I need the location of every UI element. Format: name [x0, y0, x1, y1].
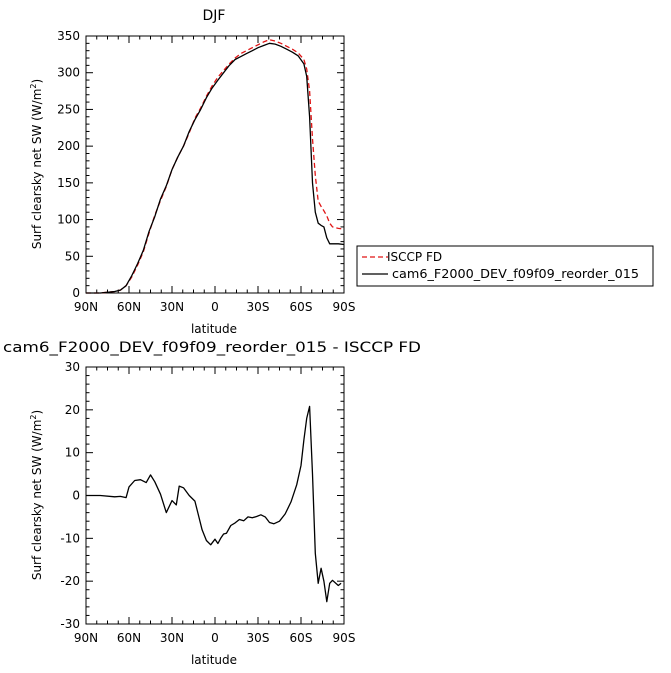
bottom-x-tick-label: 90S [333, 631, 356, 645]
top-series-line-0 [86, 39, 345, 294]
legend-box [356, 245, 654, 287]
top-x-tick-label: 60S [290, 300, 313, 314]
top-y-tick-label: 50 [65, 249, 80, 263]
bottom-x-axis-ticks: 90N 60N 30N 0 30S 60S 90S [74, 367, 356, 645]
top-x-tick-label: 60N [117, 300, 141, 314]
bottom-y-axis-label: Surf clearsky net SW (W/m2) [29, 410, 44, 580]
top-y-tick-label: 350 [57, 29, 80, 43]
bottom-y-axis-label-sup: 2 [29, 415, 38, 420]
bottom-y-tick-label: 0 [72, 489, 80, 503]
bottom-y-tick-label: 20 [65, 403, 80, 417]
legend-label-isccp: ISCCP FD [387, 250, 442, 264]
bottom-x-axis-label: latitude [191, 653, 237, 667]
top-x-tick-label: 90S [333, 300, 356, 314]
legend-label-cam6: cam6_F2000_DEV_f09f09_reorder_015 [392, 267, 639, 281]
top-y-axis-label-sup: 2 [29, 84, 38, 89]
bottom-panel: cam6_F2000_DEV_f09f09_reorder_015 - ISCC… [3, 340, 421, 667]
bottom-x-tick-label: 60N [117, 631, 141, 645]
top-y-tick-label: 300 [57, 66, 80, 80]
top-y-axis-label: Surf clearsky net SW (W/m2) [29, 79, 44, 249]
top-y-axis-label-end: ) [30, 79, 44, 84]
bottom-x-tick-label: 60S [290, 631, 313, 645]
bottom-y-tick-label: -30 [60, 617, 80, 631]
bottom-x-tick-label: 30N [160, 631, 184, 645]
top-y-tick-label: 0 [72, 286, 80, 300]
top-x-axis-ticks: 90N 60N 30N 0 30S 60S 90S [74, 36, 356, 314]
top-x-axis-label: latitude [191, 322, 237, 336]
top-y-tick-label: 100 [57, 213, 80, 227]
bottom-x-tick-label: 90N [74, 631, 98, 645]
top-y-tick-label: 150 [57, 176, 80, 190]
bottom-y-axis-label-end: ) [30, 410, 44, 415]
top-x-tick-label: 30S [247, 300, 270, 314]
bottom-y-tick-label: -20 [60, 574, 80, 588]
bottom-x-tick-label: 30S [247, 631, 270, 645]
top-x-tick-label: 90N [74, 300, 98, 314]
bottom-x-tick-label: 0 [211, 631, 219, 645]
bottom-series-lines [86, 405, 342, 603]
top-y-tick-label: 200 [57, 139, 80, 153]
top-panel-title: DJF [203, 8, 226, 24]
bottom-y-axis-ticks: -30 -20 -10 0 10 20 30 [60, 360, 344, 631]
top-y-axis-label-main: Surf clearsky net SW (W/m [30, 89, 44, 250]
bottom-series-line-0 [86, 405, 342, 603]
top-plot-frame [85, 35, 345, 294]
bottom-y-axis-label-main: Surf clearsky net SW (W/m [30, 420, 44, 581]
top-series-lines [86, 39, 345, 294]
top-y-axis-ticks: 0 50 100 150 200 250 300 350 [57, 29, 344, 300]
top-y-tick-label: 250 [57, 102, 80, 116]
legend: ISCCP FD cam6_F2000_DEV_f09f09_reorder_0… [356, 245, 654, 287]
bottom-plot-frame [85, 366, 345, 625]
top-series-line-1 [86, 42, 345, 294]
top-panel: DJF 90N 60N 30N 0 30S 60S 90S 0 50 100 150 200 250 3… [29, 8, 355, 336]
top-x-tick-label: 30N [160, 300, 184, 314]
bottom-y-tick-label: -10 [60, 531, 80, 545]
bottom-y-tick-label: 10 [65, 446, 80, 460]
top-x-tick-label: 0 [211, 300, 219, 314]
bottom-y-tick-label: 30 [65, 360, 80, 374]
bottom-panel-title: cam6_F2000_DEV_f09f09_reorder_015 - ISCC… [3, 340, 421, 356]
